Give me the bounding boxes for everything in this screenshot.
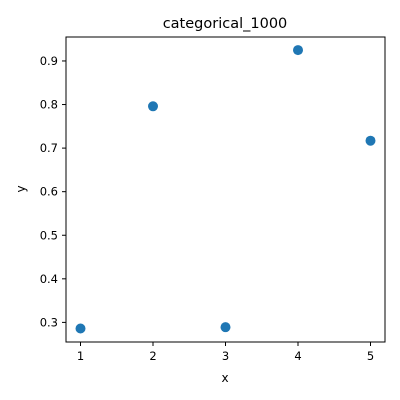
x-tick-label: 3 <box>222 349 229 363</box>
x-tick-label: 4 <box>294 349 301 363</box>
y-tick-label: 0.9 <box>40 54 58 68</box>
axis-ticks: 1 2 3 4 5 0.3 0.4 0.5 0.6 0.7 0.8 0.9 <box>40 54 374 363</box>
y-tick-label: 0.3 <box>40 315 58 329</box>
data-point <box>365 135 376 146</box>
data-point <box>293 45 303 56</box>
x-tick-label: 2 <box>149 349 156 363</box>
y-tick-label: 0.6 <box>40 185 58 199</box>
x-tick-label: 5 <box>367 349 374 363</box>
plot-frame <box>65 36 386 343</box>
y-tick-label: 0.5 <box>40 228 58 242</box>
data-point <box>75 323 86 334</box>
y-tick-label: 0.8 <box>40 98 58 112</box>
y-tick-label: 0.7 <box>40 141 58 155</box>
y-axis-label: y <box>14 185 28 192</box>
chart-title: categorical_1000 <box>163 16 288 32</box>
y-tick-label: 0.4 <box>40 272 58 286</box>
data-point <box>148 101 158 112</box>
data-points <box>75 45 376 334</box>
data-point <box>220 322 231 333</box>
x-axis-label: x <box>221 371 228 385</box>
x-tick-label: 1 <box>77 349 84 363</box>
